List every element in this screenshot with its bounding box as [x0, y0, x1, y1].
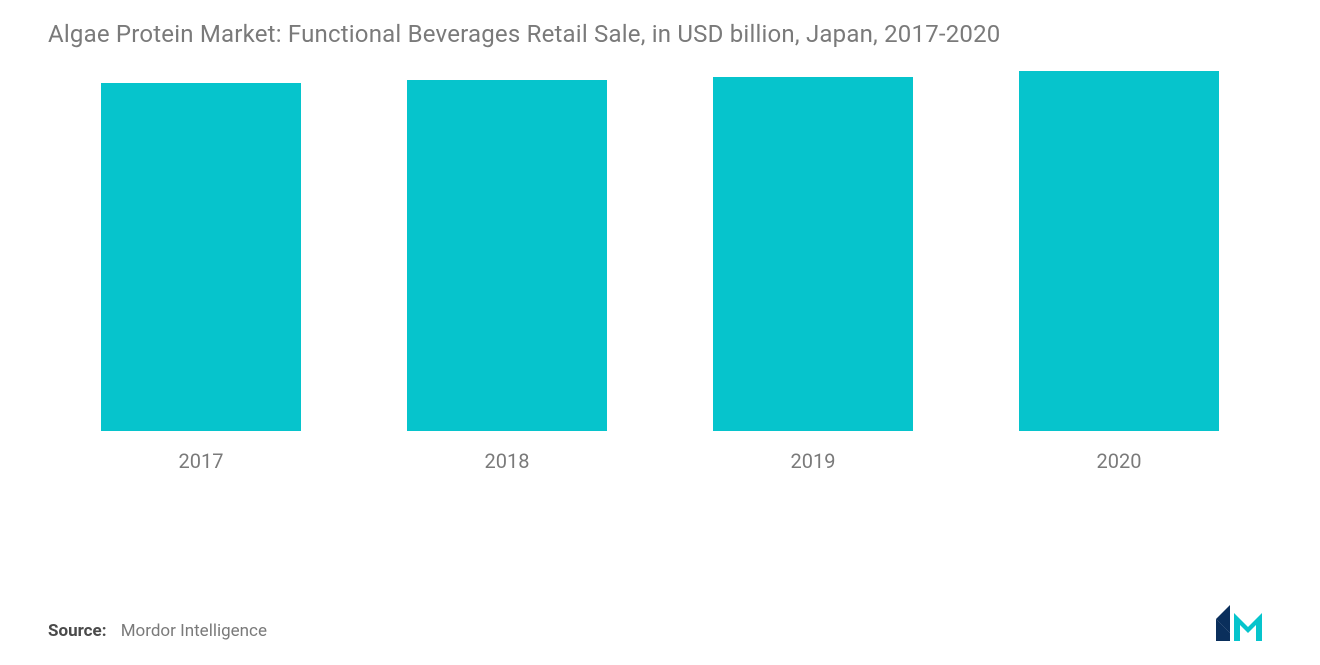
source-value: Mordor Intelligence [121, 621, 267, 641]
bar [713, 77, 913, 431]
bar-label: 2020 [1097, 449, 1142, 473]
footer: Source: Mordor Intelligence [48, 605, 1272, 641]
bar-row: 2017 2018 2019 2020 [48, 113, 1272, 473]
bar-group: 2017 [48, 83, 354, 473]
bar [101, 83, 301, 431]
bar-group: 2018 [354, 80, 660, 473]
bar-group: 2019 [660, 77, 966, 473]
bar-label: 2017 [179, 449, 224, 473]
bar [407, 80, 607, 431]
chart-title: Algae Protein Market: Functional Beverag… [48, 20, 1272, 48]
source-label: Source: [48, 621, 106, 641]
mordor-logo-icon [1216, 605, 1272, 641]
source-line: Source: Mordor Intelligence [48, 621, 267, 641]
chart-container: Algae Protein Market: Functional Beverag… [0, 0, 1320, 665]
bar-group: 2020 [966, 71, 1272, 473]
bar-label: 2019 [791, 449, 836, 473]
chart-area: 2017 2018 2019 2020 [48, 113, 1272, 533]
bar [1019, 71, 1219, 431]
bar-label: 2018 [485, 449, 530, 473]
